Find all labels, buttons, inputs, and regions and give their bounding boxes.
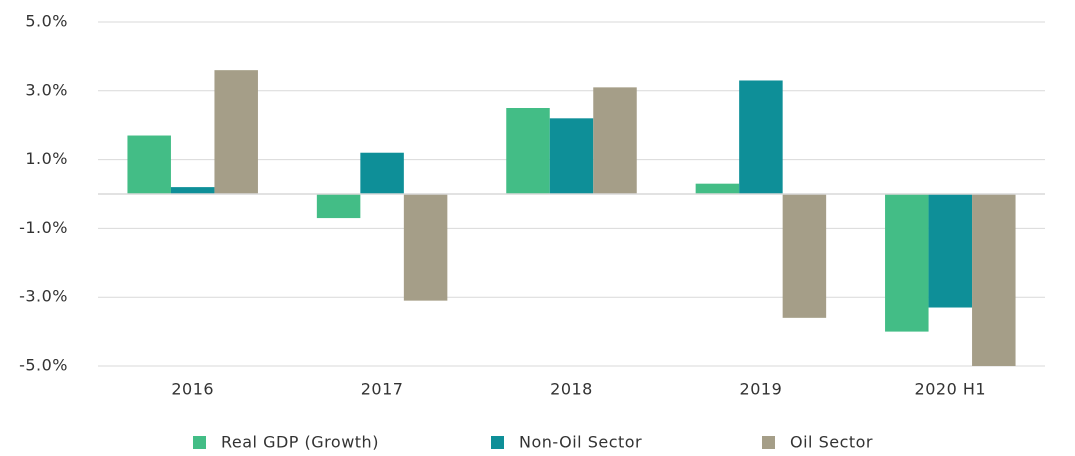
- x-tick-label: 2017: [361, 380, 404, 399]
- bar: [403, 194, 448, 301]
- legend-label: Oil Sector: [790, 433, 873, 452]
- bar: [782, 194, 827, 318]
- x-tick-label: 2019: [740, 380, 783, 399]
- x-tick-label: 2018: [550, 380, 593, 399]
- x-tick-label: 2016: [171, 380, 214, 399]
- bar: [593, 87, 637, 194]
- legend-swatch: [762, 436, 775, 449]
- y-tick-label: -5.0%: [19, 356, 68, 375]
- bar: [170, 187, 215, 194]
- bar: [549, 118, 594, 194]
- y-tick-label: 3.0%: [25, 80, 68, 99]
- bar: [972, 194, 1016, 366]
- y-tick-label: -3.0%: [19, 287, 68, 306]
- y-tick-label: 5.0%: [25, 12, 68, 31]
- legend-label: Non-Oil Sector: [519, 433, 642, 452]
- legend-swatch: [491, 436, 504, 449]
- y-tick-label: -1.0%: [19, 218, 68, 237]
- legend-swatch: [193, 436, 206, 449]
- bar: [739, 80, 783, 194]
- legend-label: Real GDP (Growth): [221, 433, 379, 452]
- bar: [360, 152, 404, 194]
- bar: [214, 70, 258, 194]
- bar: [316, 194, 361, 219]
- bar: [695, 183, 740, 194]
- x-tick-label: 2020 H1: [915, 380, 987, 399]
- bar: [885, 194, 929, 332]
- bar: [127, 135, 171, 194]
- bar: [928, 194, 973, 308]
- bar: [506, 108, 550, 194]
- y-tick-label: 1.0%: [25, 149, 68, 168]
